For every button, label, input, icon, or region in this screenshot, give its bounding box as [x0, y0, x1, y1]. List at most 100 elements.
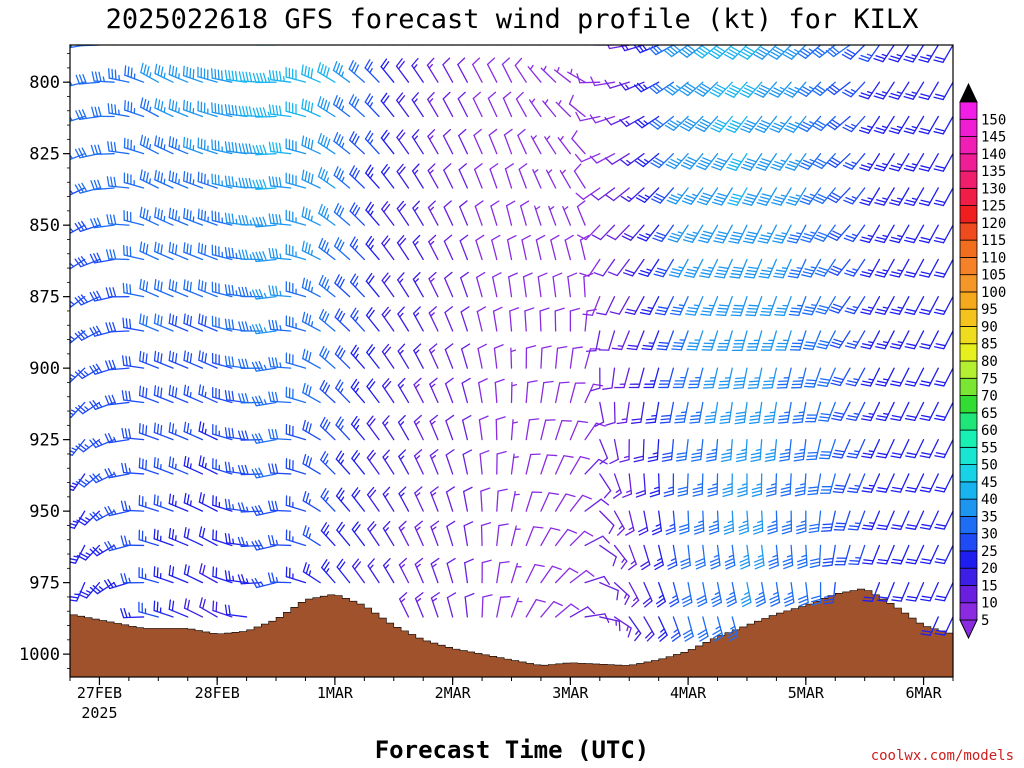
- barb-full: [820, 413, 832, 416]
- barb-full: [224, 570, 228, 581]
- barb-staff: [569, 420, 579, 441]
- barb-full: [381, 235, 389, 245]
- barb-half: [852, 268, 859, 272]
- barb-half: [249, 254, 253, 260]
- barb-full: [682, 123, 692, 130]
- barb-full: [382, 61, 390, 70]
- wind-barb: [319, 345, 336, 369]
- wind-barb: [445, 414, 455, 441]
- wind-barb: [798, 115, 822, 133]
- barb-full: [831, 45, 840, 54]
- wind-barb: [670, 296, 689, 316]
- barb-full: [367, 275, 375, 285]
- wind-barb: [680, 115, 704, 132]
- barb-full: [488, 128, 498, 136]
- barb-half: [240, 40, 241, 45]
- barb-full: [74, 332, 83, 341]
- barb-full: [711, 166, 722, 171]
- barb-full: [696, 594, 706, 601]
- barb-half: [413, 98, 418, 104]
- wind-barb: [459, 200, 469, 226]
- barb-full: [246, 35, 248, 44]
- wind-barb: [918, 45, 939, 63]
- barb-full: [679, 527, 690, 532]
- y-tick-label: 975: [29, 574, 60, 594]
- wind-barb: [611, 330, 630, 351]
- barb-full: [828, 121, 839, 128]
- barb-full: [656, 309, 667, 313]
- colorbar-swatch: [959, 550, 978, 569]
- barb-full: [183, 492, 187, 504]
- barb-full: [713, 163, 724, 168]
- barb-full: [197, 208, 200, 220]
- barb-half: [621, 557, 626, 563]
- barb-full: [905, 55, 916, 60]
- barb-full: [830, 306, 842, 311]
- wind-barb: [380, 92, 395, 118]
- barb-staff: [473, 168, 483, 189]
- barb-half: [867, 125, 873, 129]
- barb-full: [605, 421, 616, 426]
- barb-full: [810, 598, 822, 603]
- barb-full: [234, 105, 238, 116]
- barb-full: [323, 279, 329, 290]
- wind-barb: [268, 391, 292, 404]
- barb-full: [113, 176, 117, 188]
- colorbar-swatch: [959, 429, 978, 448]
- barb-staff: [585, 224, 601, 241]
- barb-half: [118, 109, 120, 116]
- barb-half: [557, 100, 562, 106]
- barb-full: [232, 34, 233, 43]
- wind-barb: [550, 234, 560, 261]
- barb-full: [238, 249, 242, 260]
- wind-barb: [934, 581, 953, 602]
- barb-full: [107, 468, 114, 478]
- wind-barb: [317, 133, 336, 155]
- barb-half: [326, 248, 330, 255]
- barb-full: [664, 88, 674, 96]
- barb-full: [268, 463, 272, 474]
- barb-full: [168, 493, 172, 505]
- barb-half: [657, 557, 663, 562]
- barb-staff: [480, 524, 483, 547]
- barb-half: [786, 554, 793, 558]
- wind-barb: [599, 510, 615, 535]
- barb-full: [876, 562, 888, 565]
- barb-full: [279, 71, 282, 82]
- wind-barb: [473, 128, 483, 155]
- barb-full: [935, 343, 946, 347]
- barb-full: [241, 502, 246, 513]
- barb-half: [430, 383, 436, 388]
- wind-barb: [487, 91, 498, 118]
- barb-full: [443, 200, 452, 208]
- barb-full: [719, 421, 730, 425]
- barb-full: [183, 313, 186, 324]
- barb-full: [624, 311, 636, 315]
- barb-full: [834, 449, 846, 453]
- barb-full: [278, 214, 282, 225]
- wind-barb: [933, 330, 953, 350]
- barb-full: [337, 453, 345, 463]
- barb-full: [698, 162, 709, 168]
- barb-full: [787, 198, 798, 203]
- barb-full: [365, 235, 373, 245]
- colorbar-swatch: [959, 377, 978, 396]
- barb-full: [522, 272, 533, 278]
- barb-full: [186, 528, 190, 540]
- wind-barb: [138, 457, 159, 475]
- barb-full: [667, 561, 677, 567]
- wind-barb: [555, 100, 572, 118]
- barb-full: [145, 209, 149, 221]
- wind-barb: [366, 344, 380, 369]
- wind-barb: [626, 330, 645, 351]
- barb-full: [397, 377, 406, 386]
- barb-full: [352, 347, 360, 357]
- barb-full: [934, 561, 946, 565]
- barb-full: [920, 343, 932, 347]
- wind-barb: [738, 45, 763, 60]
- barb-full: [323, 524, 330, 534]
- barb-full: [823, 598, 835, 602]
- barb-full: [271, 572, 275, 583]
- barb-half: [354, 282, 359, 288]
- barb-full: [268, 285, 272, 296]
